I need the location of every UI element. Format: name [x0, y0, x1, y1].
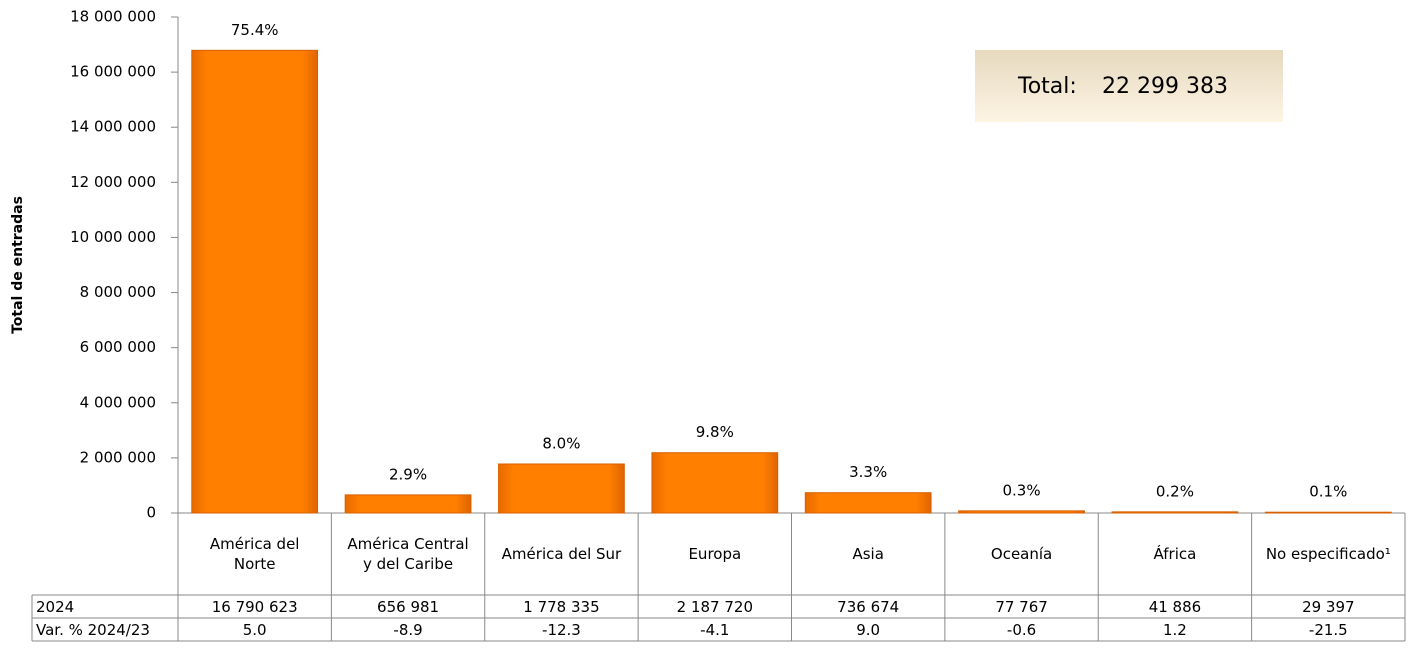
y-tick-label: 8 000 000 [80, 283, 156, 301]
y-tick-label: 18 000 000 [70, 8, 156, 26]
share-label: 3.3% [849, 463, 887, 481]
table-value: 16 790 623 [211, 597, 298, 616]
table-variation: -8.9 [393, 620, 423, 639]
share-label: 75.4% [231, 21, 279, 39]
table-value: 736 674 [837, 597, 900, 616]
share-label: 0.2% [1156, 482, 1194, 500]
table-variation: 1.2 [1163, 620, 1187, 639]
x-tick-label: América del Sur [501, 545, 622, 563]
table-variation: -12.3 [542, 620, 581, 639]
table-variation: -4.1 [700, 620, 730, 639]
x-tick-label: No especificado¹ [1265, 545, 1391, 563]
share-label: 0.1% [1309, 483, 1347, 501]
bar [191, 49, 319, 514]
bar [1264, 511, 1392, 514]
bar [804, 492, 932, 514]
x-tick-label: Oceanía [990, 545, 1053, 563]
share-label: 8.0% [542, 434, 580, 452]
x-tick-label: Asia [852, 545, 884, 563]
x-tick-label: América del Norte [209, 535, 300, 573]
table-value: 2 187 720 [676, 597, 753, 616]
table-row-label: Var. % 2024/23 [36, 620, 150, 639]
table-row-label: 2024 [36, 597, 75, 616]
y-tick-label: 10 000 000 [70, 228, 156, 246]
bar [651, 452, 779, 514]
total-label: Total: [1017, 74, 1077, 99]
y-tick-label: 16 000 000 [70, 63, 156, 81]
x-tick-label: Europa [688, 545, 742, 563]
x-tick-label: América Central y del Caribe [347, 535, 469, 573]
y-tick-label: 12 000 000 [70, 173, 156, 191]
y-tick-label: 6 000 000 [80, 338, 156, 356]
share-label: 2.9% [389, 465, 427, 483]
table-value: 29 397 [1302, 597, 1355, 616]
bar [498, 463, 625, 514]
table-variation: -0.6 [1006, 620, 1037, 639]
y-tick-label: 0 [146, 504, 156, 522]
y-tick-label: 2 000 000 [80, 448, 156, 466]
total-box [975, 50, 1283, 122]
bar [1111, 511, 1239, 514]
bar [958, 510, 1085, 514]
share-label: 9.8% [696, 423, 734, 441]
table-variation: 5.0 [242, 620, 267, 639]
y-tick-label: 4 000 000 [80, 393, 156, 411]
table-value: 656 981 [377, 597, 440, 616]
y-axis-label: Total de entradas [10, 196, 26, 334]
table-value: 41 886 [1148, 597, 1202, 616]
share-label: 0.3% [1003, 481, 1041, 499]
table-value: 1 778 335 [523, 597, 600, 616]
y-tick-label: 14 000 000 [70, 118, 156, 136]
x-tick-label: África [1153, 545, 1197, 563]
table-variation: -21.5 [1308, 620, 1348, 639]
total-value: 22 299 383 [1102, 74, 1228, 99]
table-variation: 9.0 [856, 620, 881, 639]
bar [344, 494, 472, 514]
table-value: 77 767 [995, 597, 1048, 616]
